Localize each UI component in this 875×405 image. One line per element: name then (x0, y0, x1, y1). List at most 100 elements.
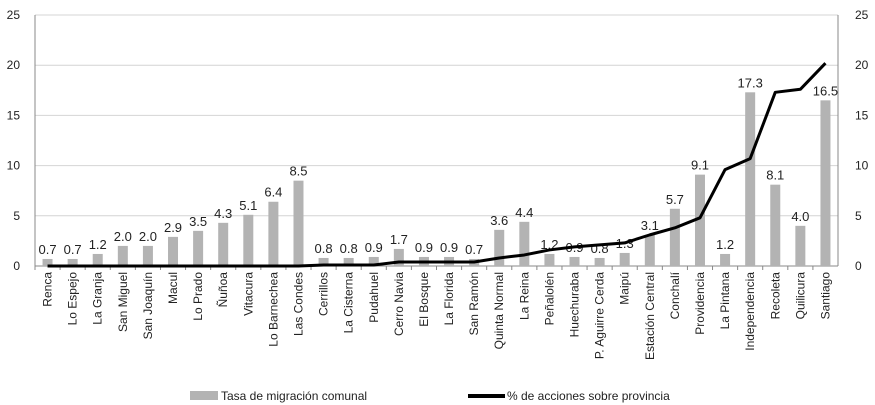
category-label: Quinta Normal (492, 272, 506, 349)
category-label: Cerro Navia (392, 272, 406, 336)
category-label: Ñuñoa (216, 272, 230, 308)
category-label: San Joaquín (141, 272, 155, 339)
category-label: Maipú (618, 272, 632, 305)
data-label: 8.1 (766, 168, 784, 183)
bar (117, 245, 128, 266)
y-right-tick-label: 20 (855, 58, 869, 72)
category-label: Recoleta (768, 272, 782, 320)
bar (519, 221, 530, 266)
y-left-tick-label: 10 (7, 159, 21, 173)
bar (92, 253, 103, 266)
data-label: 6.4 (264, 185, 282, 200)
data-label: 8.5 (289, 164, 307, 179)
category-label: La Pintana (718, 272, 732, 330)
category-label: Lo Prado (191, 272, 205, 321)
bar (243, 214, 254, 266)
category-label: Las Condes (291, 272, 305, 336)
bar (494, 229, 505, 266)
bar (569, 256, 580, 266)
category-label: Independencia (743, 272, 757, 351)
data-label: 5.1 (239, 198, 257, 213)
category-label: Conchalí (668, 271, 682, 319)
bar (343, 257, 354, 266)
bar (218, 222, 229, 266)
bar (193, 230, 204, 266)
category-label: Macul (166, 272, 180, 304)
legend-label-bar: Tasa de migración comunal (221, 389, 367, 403)
data-label: 1.2 (89, 237, 107, 252)
bar (770, 184, 781, 266)
data-label: 4.4 (515, 205, 533, 220)
data-label: 1.7 (390, 232, 408, 247)
data-label: 3.6 (490, 213, 508, 228)
legend-label-line: % de acciones sobre provincia (507, 389, 670, 403)
bar (142, 245, 153, 266)
bar (168, 236, 179, 266)
line-series (47, 62, 827, 268)
data-label: 4.3 (214, 206, 232, 221)
bar (669, 208, 680, 266)
category-label: Peñalolén (542, 272, 556, 325)
y-left-tick-label: 20 (7, 58, 21, 72)
bar (368, 256, 379, 266)
y-right-tick-label: 5 (855, 209, 862, 223)
category-label: Lo Espejo (66, 272, 80, 326)
category-label: El Bosque (417, 272, 431, 327)
data-label: 0.8 (340, 241, 358, 256)
data-label: 0.9 (440, 240, 458, 255)
y-left-tick-label: 15 (7, 108, 21, 122)
y-left-tick-label: 5 (13, 209, 20, 223)
category-label: Lo Barnechea (266, 272, 280, 347)
y-right-tick-label: 10 (855, 159, 869, 173)
data-label: 2.9 (164, 220, 182, 235)
bar (544, 253, 555, 266)
category-label: Vitacura (241, 272, 255, 316)
bar (694, 174, 705, 266)
bar (293, 180, 304, 266)
data-label: 2.0 (114, 229, 132, 244)
y-right-tick-label: 0 (855, 259, 862, 273)
category-label: Quilicura (793, 272, 807, 320)
bar (594, 257, 605, 266)
data-label: 0.7 (64, 242, 82, 257)
bar (393, 248, 404, 266)
data-label: 0.7 (39, 242, 57, 257)
bar (67, 258, 78, 266)
data-label: 0.9 (415, 240, 433, 255)
bar (318, 257, 329, 266)
y-left-tick-label: 25 (7, 8, 21, 22)
category-label: Cerrillos (317, 272, 331, 316)
category-label: San Miguel (116, 272, 130, 332)
data-label: 3.1 (641, 218, 659, 233)
bar (745, 92, 756, 266)
data-label: 4.0 (791, 209, 809, 224)
data-label: 0.8 (315, 241, 333, 256)
category-label: Pudahuel (367, 272, 381, 323)
data-label: 16.5 (813, 83, 838, 98)
category-label: La Florida (442, 272, 456, 326)
y-right-tick-label: 25 (855, 8, 869, 22)
data-label: 0.7 (465, 242, 483, 257)
y-right-tick-label: 15 (855, 108, 869, 122)
category-label: Huechuraba (568, 272, 582, 338)
legend-swatch-bar (190, 391, 218, 400)
data-label: 1.2 (716, 237, 734, 252)
y-left-tick-label: 0 (13, 259, 20, 273)
category-label: Estación Central (643, 272, 657, 360)
bar (795, 225, 806, 266)
category-label: La Cisterna (342, 272, 356, 334)
data-label: 9.1 (691, 158, 709, 173)
category-label: San Ramón (467, 272, 481, 335)
data-label: 2.0 (139, 229, 157, 244)
category-label: P. Aguirre Cerda (593, 272, 607, 359)
category-label: Renca (41, 272, 55, 307)
bar (720, 253, 731, 266)
category-label: La Granja (91, 272, 105, 325)
data-label: 17.3 (738, 75, 763, 90)
data-label: 3.5 (189, 214, 207, 229)
data-label: 5.7 (666, 192, 684, 207)
category-label: La Reina (517, 272, 531, 320)
bar (42, 258, 53, 266)
